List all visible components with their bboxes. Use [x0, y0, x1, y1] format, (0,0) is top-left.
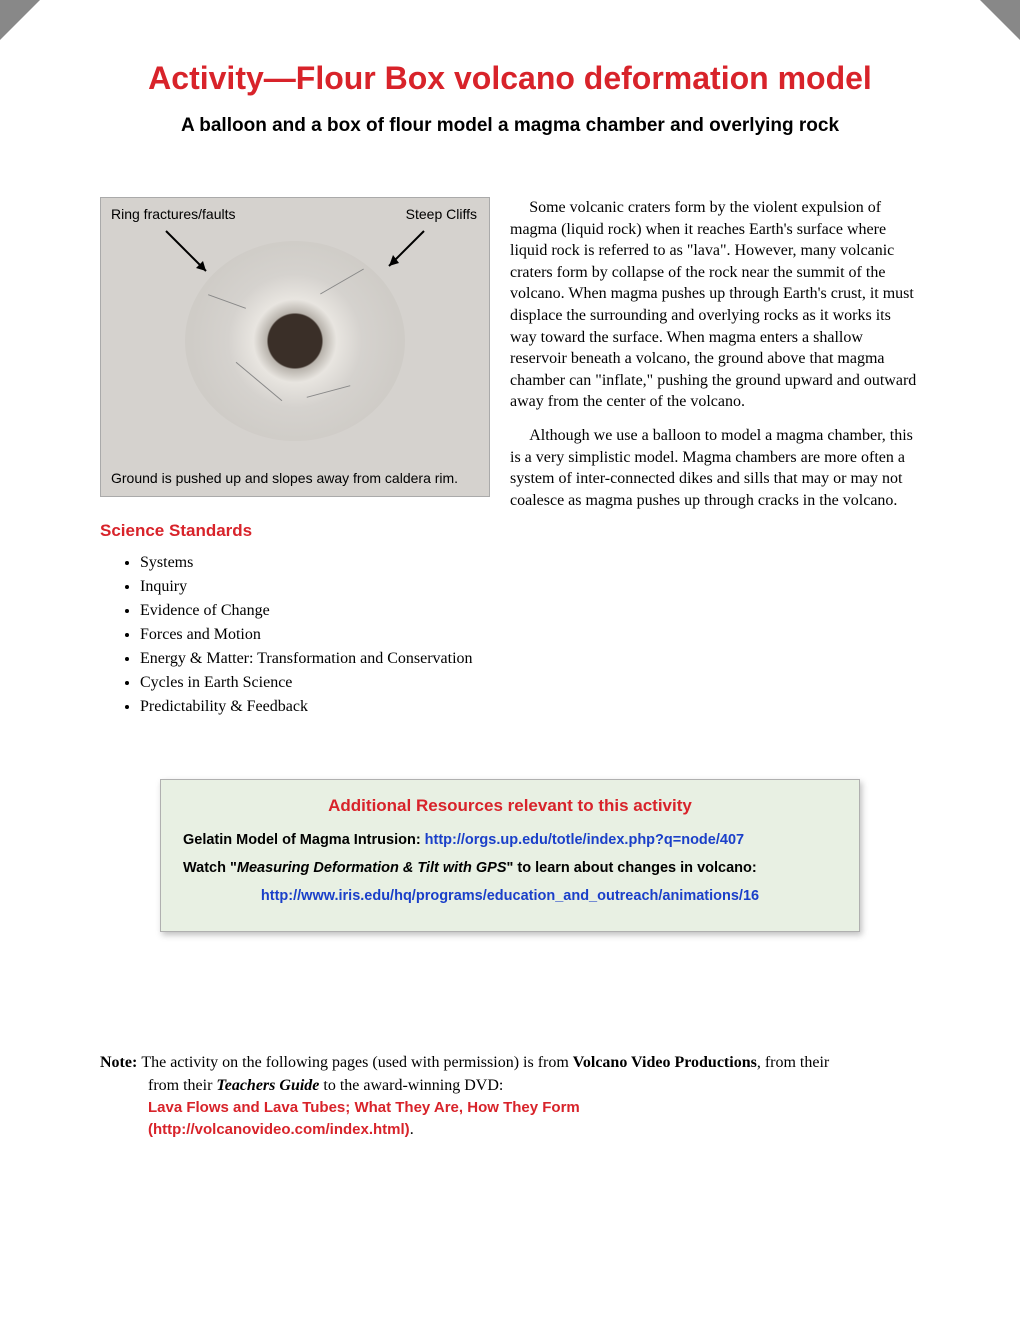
list-item: Evidence of Change: [140, 599, 490, 623]
list-item: Inquiry: [140, 575, 490, 599]
note-prefix: Note:: [100, 1054, 141, 1071]
note-producer: Volcano Video Productions: [573, 1054, 757, 1071]
resource-suffix: " to learn about changes in volcano:: [507, 860, 757, 876]
note-dvd-url[interactable]: (http://volcanovideo.com/index.html): [148, 1121, 410, 1138]
paragraph-2: Although we use a balloon to model a mag…: [510, 425, 920, 511]
note-block: Note: The activity on the following page…: [100, 1052, 920, 1142]
resource-line-2-url: http://www.iris.edu/hq/programs/educatio…: [183, 886, 837, 908]
list-item: Energy & Matter: Transformation and Cons…: [140, 647, 490, 671]
figure-label-ring: Ring fractures/faults: [111, 206, 236, 222]
page-subtitle: A balloon and a box of flour model a mag…: [100, 115, 920, 137]
note-link-line-2: (http://volcanovideo.com/index.html).: [100, 1119, 920, 1141]
resource-prefix: Watch ": [183, 860, 237, 876]
page-content: Activity—Flour Box volcano deformation m…: [0, 0, 1020, 1182]
two-column-row: Ring fractures/faults Steep Cliffs Groun…: [100, 197, 920, 719]
arrow-icon: [161, 226, 221, 286]
note-period: .: [410, 1121, 414, 1138]
figure-label-cliffs: Steep Cliffs: [406, 206, 477, 222]
resource-video-title: Measuring Deformation & Tilt with GPS: [237, 860, 507, 876]
right-column: Some volcanic craters form by the violen…: [510, 197, 920, 523]
resource-link[interactable]: http://orgs.up.edu/totle/index.php?q=nod…: [425, 832, 744, 848]
list-item: Forces and Motion: [140, 623, 490, 647]
note-dvd-title[interactable]: Lava Flows and Lava Tubes; What They Are…: [148, 1099, 580, 1116]
standards-heading: Science Standards: [100, 521, 490, 541]
resources-title: Additional Resources relevant to this ac…: [183, 796, 837, 816]
note-text: The activity on the following pages (use…: [141, 1054, 572, 1071]
resource-line-2: Watch "Measuring Deformation & Tilt with…: [183, 858, 837, 880]
note-guide: Teachers Guide: [216, 1077, 319, 1094]
resources-box: Additional Resources relevant to this ac…: [160, 779, 860, 932]
resource-line-1: Gelatin Model of Magma Intrusion: http:/…: [183, 830, 837, 852]
list-item: Predictability & Feedback: [140, 695, 490, 719]
note-text: , from their: [757, 1054, 829, 1071]
note-text: to the award-winning DVD:: [319, 1077, 503, 1094]
list-item: Systems: [140, 551, 490, 575]
resource-label: Gelatin Model of Magma Intrusion:: [183, 832, 425, 848]
note-line-1: Note: The activity on the following page…: [100, 1052, 920, 1074]
resource-link[interactable]: http://www.iris.edu/hq/programs/educatio…: [261, 888, 759, 904]
list-item: Cycles in Earth Science: [140, 671, 490, 695]
paragraph-1: Some volcanic craters form by the violen…: [510, 197, 920, 413]
note-from: from their: [148, 1077, 216, 1094]
arrow-icon: [379, 226, 439, 276]
corner-decor-top-right: [980, 0, 1020, 40]
note-line-2: from their Teachers Guide to the award-w…: [100, 1075, 920, 1097]
note-link-line-1: Lava Flows and Lava Tubes; What They Are…: [100, 1097, 920, 1119]
corner-decor-top-left: [0, 0, 40, 40]
standards-list: Systems Inquiry Evidence of Change Force…: [100, 551, 490, 719]
page-title: Activity—Flour Box volcano deformation m…: [100, 60, 920, 97]
crater-figure: Ring fractures/faults Steep Cliffs Groun…: [100, 197, 490, 497]
left-column: Ring fractures/faults Steep Cliffs Groun…: [100, 197, 490, 719]
figure-caption: Ground is pushed up and slopes away from…: [111, 470, 479, 486]
